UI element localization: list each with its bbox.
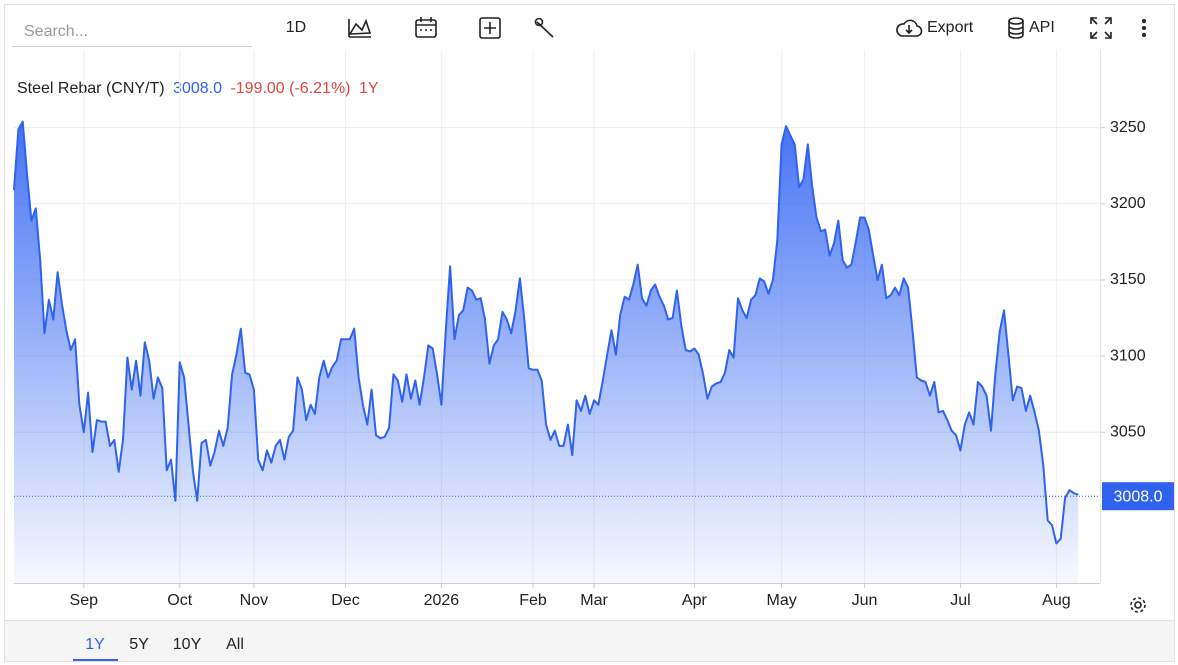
api-button[interactable]: API <box>1029 19 1055 36</box>
tools-icon[interactable] <box>534 17 554 38</box>
range-bar <box>5 621 1174 661</box>
api-icon[interactable] <box>1008 17 1024 39</box>
plot-area: 3050 3100 3150 3200 3250 Sep Oct Nov Dec 2026 Feb M… <box>13 50 1174 609</box>
x-tick-label: Feb <box>519 592 547 609</box>
settings-icon[interactable] <box>1130 597 1146 613</box>
fullscreen-icon[interactable] <box>1090 17 1112 39</box>
last-price-box <box>1102 482 1174 511</box>
search-input[interactable]: Search... <box>24 23 88 40</box>
x-tick-label: Apr <box>682 592 708 609</box>
x-tick-label: Dec <box>331 592 359 609</box>
x-tick-label: Sep <box>70 592 99 609</box>
interval-button[interactable]: 1D <box>286 19 306 36</box>
period: 1Y <box>359 80 379 97</box>
compare-icon[interactable] <box>479 17 501 39</box>
chart-header: Steel Rebar (CNY/T) 3008.0 -199.00 (-6.2… <box>17 80 379 97</box>
x-tick-label: Nov <box>240 592 268 609</box>
x-tick-label: Jul <box>950 592 970 609</box>
chart-type-icon[interactable] <box>348 18 372 38</box>
range-button[interactable]: 10Y <box>173 636 202 653</box>
export-icon[interactable] <box>896 19 923 37</box>
x-tick-label: Oct <box>167 592 192 609</box>
y-tick-label: 3100 <box>1110 347 1146 364</box>
more-menu-icon[interactable] <box>1142 19 1146 37</box>
x-tick-label: Aug <box>1042 592 1070 609</box>
range-button[interactable]: 5Y <box>129 636 149 653</box>
range-buttons: 1Y 5Y 10Y All <box>73 636 244 661</box>
export-button[interactable]: Export <box>927 19 974 36</box>
last-price: 3008.0 <box>173 80 222 97</box>
range-button[interactable]: All <box>226 636 244 653</box>
x-tick-label: Mar <box>580 592 608 609</box>
y-tick-label: 3150 <box>1110 271 1146 288</box>
y-tick-label: 3050 <box>1110 423 1146 440</box>
price-line <box>13 120 1079 545</box>
y-tick-label: 3200 <box>1110 195 1146 212</box>
area-fill <box>14 121 1079 583</box>
x-tick-label: 2026 <box>424 592 460 609</box>
chart-title: Steel Rebar (CNY/T) <box>17 80 165 97</box>
last-price-label: 3008.0 <box>1114 488 1163 505</box>
x-tick-label: Jun <box>852 592 878 609</box>
price-change: -199.00 (-6.21%) <box>230 80 350 97</box>
y-tick-label: 3250 <box>1110 119 1146 136</box>
x-tick-label: May <box>766 592 796 609</box>
calendar-icon[interactable] <box>415 17 437 38</box>
range-button[interactable]: 1Y <box>85 636 105 653</box>
